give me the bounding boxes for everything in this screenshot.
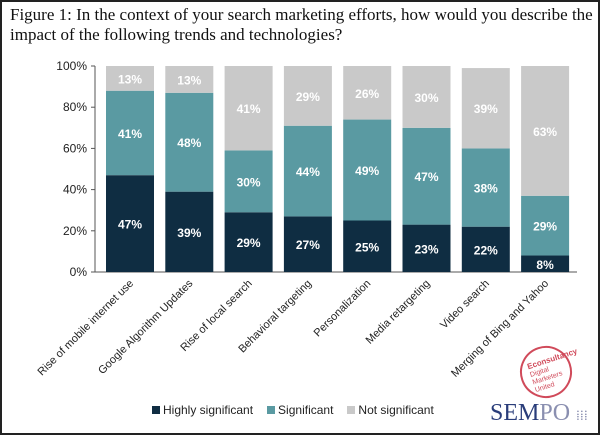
legend-label: Highly significant [163,403,254,417]
bar-segment [224,150,273,213]
bar-segment [402,66,451,128]
y-tick-label: 40% [63,183,87,197]
bar-segment [165,191,214,272]
data-label: 23% [414,242,438,256]
data-label: 48% [177,136,201,150]
bar-segment [343,119,392,221]
bar-segment [165,92,214,192]
x-tick-label: Personalization [312,278,374,340]
bar-segment [106,66,154,91]
data-label: 41% [237,102,261,116]
legend-label: Not significant [358,403,434,417]
bar-segment [521,255,570,272]
bar-segment [461,68,510,149]
bar-segment [224,66,273,151]
data-label: 47% [414,170,438,184]
data-label: 25% [355,240,379,254]
x-tick-label: Video search [438,278,492,332]
bar-segment [461,226,510,272]
legend: Highly significant Significant Not signifi… [152,403,434,417]
y-tick-label: 60% [63,141,87,155]
data-label: 29% [237,236,261,250]
bar-segment [521,66,570,196]
bar-segment [283,125,332,217]
bar-segment [224,212,273,272]
data-label: 13% [177,73,201,87]
chart-title: Figure 1: In the context of your search … [10,5,593,44]
data-label: 44% [296,165,320,179]
bar-segment [343,220,392,272]
legend-swatch [152,406,160,414]
legend-swatch [347,406,356,414]
data-label: 47% [118,218,142,232]
data-label: 22% [474,243,498,257]
bar-segment [402,224,451,272]
x-tick-label: Rise of mobile internet use [36,278,137,379]
legend-item: Highly significant [152,403,253,417]
legend-item: Not significant [347,403,434,417]
bar-segment [283,66,332,126]
legend-label: Significant [278,403,334,417]
bar-segment [461,148,510,227]
bar-segment [106,90,154,176]
legend-item: Significant [267,403,333,417]
data-label: 27% [296,238,320,252]
legend-swatch [267,406,276,414]
bar-segment [283,216,332,272]
bar-segment [402,127,451,225]
y-tick-label: 80% [63,100,87,114]
y-tick-label: 100% [56,59,87,73]
data-label: 39% [177,226,201,240]
bar-segment [343,66,392,120]
data-label: 26% [355,87,379,101]
data-label: 30% [237,175,261,189]
data-label: 29% [296,90,320,104]
data-label: 39% [474,102,498,116]
data-label: 8% [536,258,554,272]
bar-segment [521,195,570,256]
data-label: 13% [118,72,142,86]
data-label: 30% [414,91,438,105]
data-label: 29% [533,220,557,234]
data-label: 38% [474,182,498,196]
x-tick-label: Google Algorithm Updates [96,277,196,377]
y-tick-label: 20% [63,224,87,238]
sempo-logo: SEMPO ⁞⁞⁞ [490,400,588,426]
data-label: 49% [355,164,379,178]
x-tick-label: Media retargeting [364,278,433,347]
bar-segment [165,66,214,93]
bar-segment [106,175,154,272]
data-label: 63% [533,125,557,139]
y-tick-label: 0% [70,265,88,279]
data-label: 41% [118,127,142,141]
